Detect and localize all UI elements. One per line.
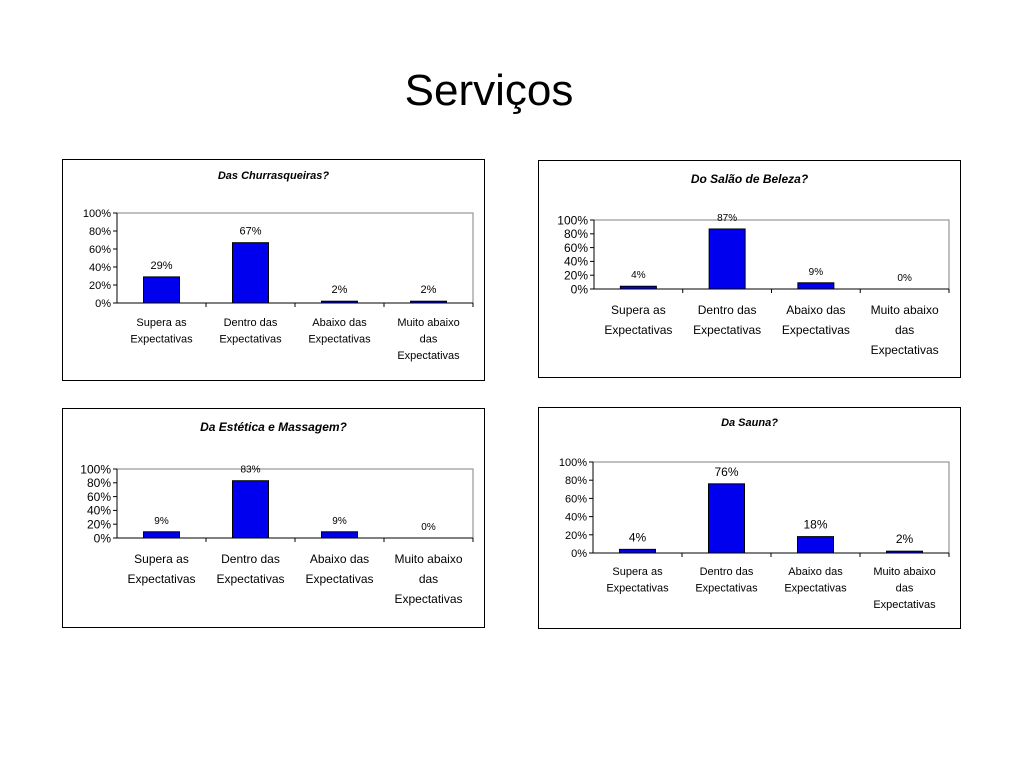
data-label: 67% [239,226,261,238]
y-tick-label: 80% [564,227,588,241]
data-label: 0% [421,522,436,533]
data-label: 4% [629,530,647,544]
bar [619,285,657,290]
bar [797,536,834,554]
data-label: 2% [332,284,348,296]
data-label: 76% [714,465,738,479]
y-tick-label: 20% [565,530,587,542]
data-label: 4% [631,270,646,281]
y-tick-label: 20% [89,280,111,292]
data-label: 9% [332,516,347,527]
chart-title: Da Sauna? [721,417,778,429]
data-label: 83% [240,465,260,476]
y-tick-label: 0% [571,282,589,296]
chart-title: Do Salão de Beleza? [691,172,809,186]
bar [143,531,180,539]
category-label: Muito abaixo das Expectativas [397,317,460,362]
bar [708,228,746,290]
y-tick-label: 60% [565,493,587,505]
y-tick-label: 0% [95,298,111,310]
data-label: 29% [150,260,172,272]
y-tick-label: 40% [564,255,588,269]
y-tick-label: 80% [89,226,111,238]
bar [708,483,745,554]
y-tick-label: 40% [89,262,111,274]
category-label: Supera as Expectativas [127,552,195,586]
bar [321,300,358,304]
chart-sauna: Da Sauna? 0% 20% 40% 60% 80% 100% 4% Supera as Ex… [538,407,961,629]
y-tick-label: 100% [83,208,111,220]
y-tick-label: 80% [565,475,587,487]
data-label: 0% [897,273,912,284]
chart-svg: Da Sauna? 0% 20% 40% 60% 80% 100% 4% Supera as Ex… [559,417,950,611]
y-tick-label: 60% [564,241,588,255]
category-label: Dentro das Expectativas [219,317,282,346]
y-tick-label: 100% [80,462,111,476]
category-label: Muito abaixo das Expectativas [394,552,462,606]
bar [232,242,269,304]
data-label: 18% [803,518,827,532]
bar [619,548,656,554]
y-tick-label: 20% [87,518,111,532]
bar [143,276,180,304]
chart-svg: Da Estética e Massagem?0%20%40%60%80%100… [80,420,474,606]
data-label: 87% [717,213,737,224]
category-label: Muito abaixo das Expectativas [871,303,939,357]
category-label: Muito abaixo das Expectativas [873,566,936,611]
chart-salao-de-beleza: Do Salão de Beleza? 0% 20% 40% 60% 80% 100% 4% S… [538,160,961,378]
category-label: Abaixo das Expectativas [308,317,371,346]
y-tick-label: 40% [565,512,587,524]
y-tick-label: 80% [87,476,111,490]
plot-area [116,468,474,539]
y-tick-label: 40% [87,504,111,518]
data-label: 9% [154,516,169,527]
plot-area [593,219,950,290]
bar [321,531,358,539]
bar [797,282,835,290]
chart-estetica-massagem: Da Estética e Massagem? 0% 20% 40% 60% 80% 100… [62,408,485,628]
category-label: Abaixo das Expectativas [782,303,850,337]
category-label: Abaixo das Expectativas [784,566,847,595]
category-label: Supera as Expectativas [604,303,672,337]
plot-area [592,461,950,554]
data-label: 2% [896,532,914,546]
y-tick-label: 20% [564,269,588,283]
category-label: Abaixo das Expectativas [305,552,373,586]
chart-svg: Do Salão de Beleza?0%20%40%60%80%100%4%S… [557,172,950,357]
data-label: 2% [421,284,437,296]
category-label: Dentro das Expectativas [216,552,284,586]
y-tick-label: 0% [571,548,587,560]
y-tick-label: 100% [557,213,588,227]
category-label: Dentro das Expectativas [693,303,761,337]
category-label: Dentro das Expectativas [695,566,758,595]
bar [232,480,269,539]
slide-title: Serviços [404,66,574,115]
category-label: Supera as Expectativas [130,317,193,346]
chart-svg: Das Churrasqueiras? 0% 20% 40% 60% 80% 100% 29%… [83,170,474,362]
chart-churrasqueiras: Das Churrasqueiras? 0% 20% 40% 60% 80% 100% 29%… [62,159,485,381]
bar [410,300,447,304]
chart-title: Da Estética e Massagem? [200,420,347,434]
y-tick-label: 100% [559,457,587,469]
y-tick-label: 60% [87,490,111,504]
category-label: Supera as Expectativas [606,566,669,595]
data-label: 9% [809,267,824,278]
y-tick-label: 60% [89,244,111,256]
bar [886,550,923,554]
chart-title: Das Churrasqueiras? [218,170,330,182]
y-tick-label: 0% [94,531,112,545]
